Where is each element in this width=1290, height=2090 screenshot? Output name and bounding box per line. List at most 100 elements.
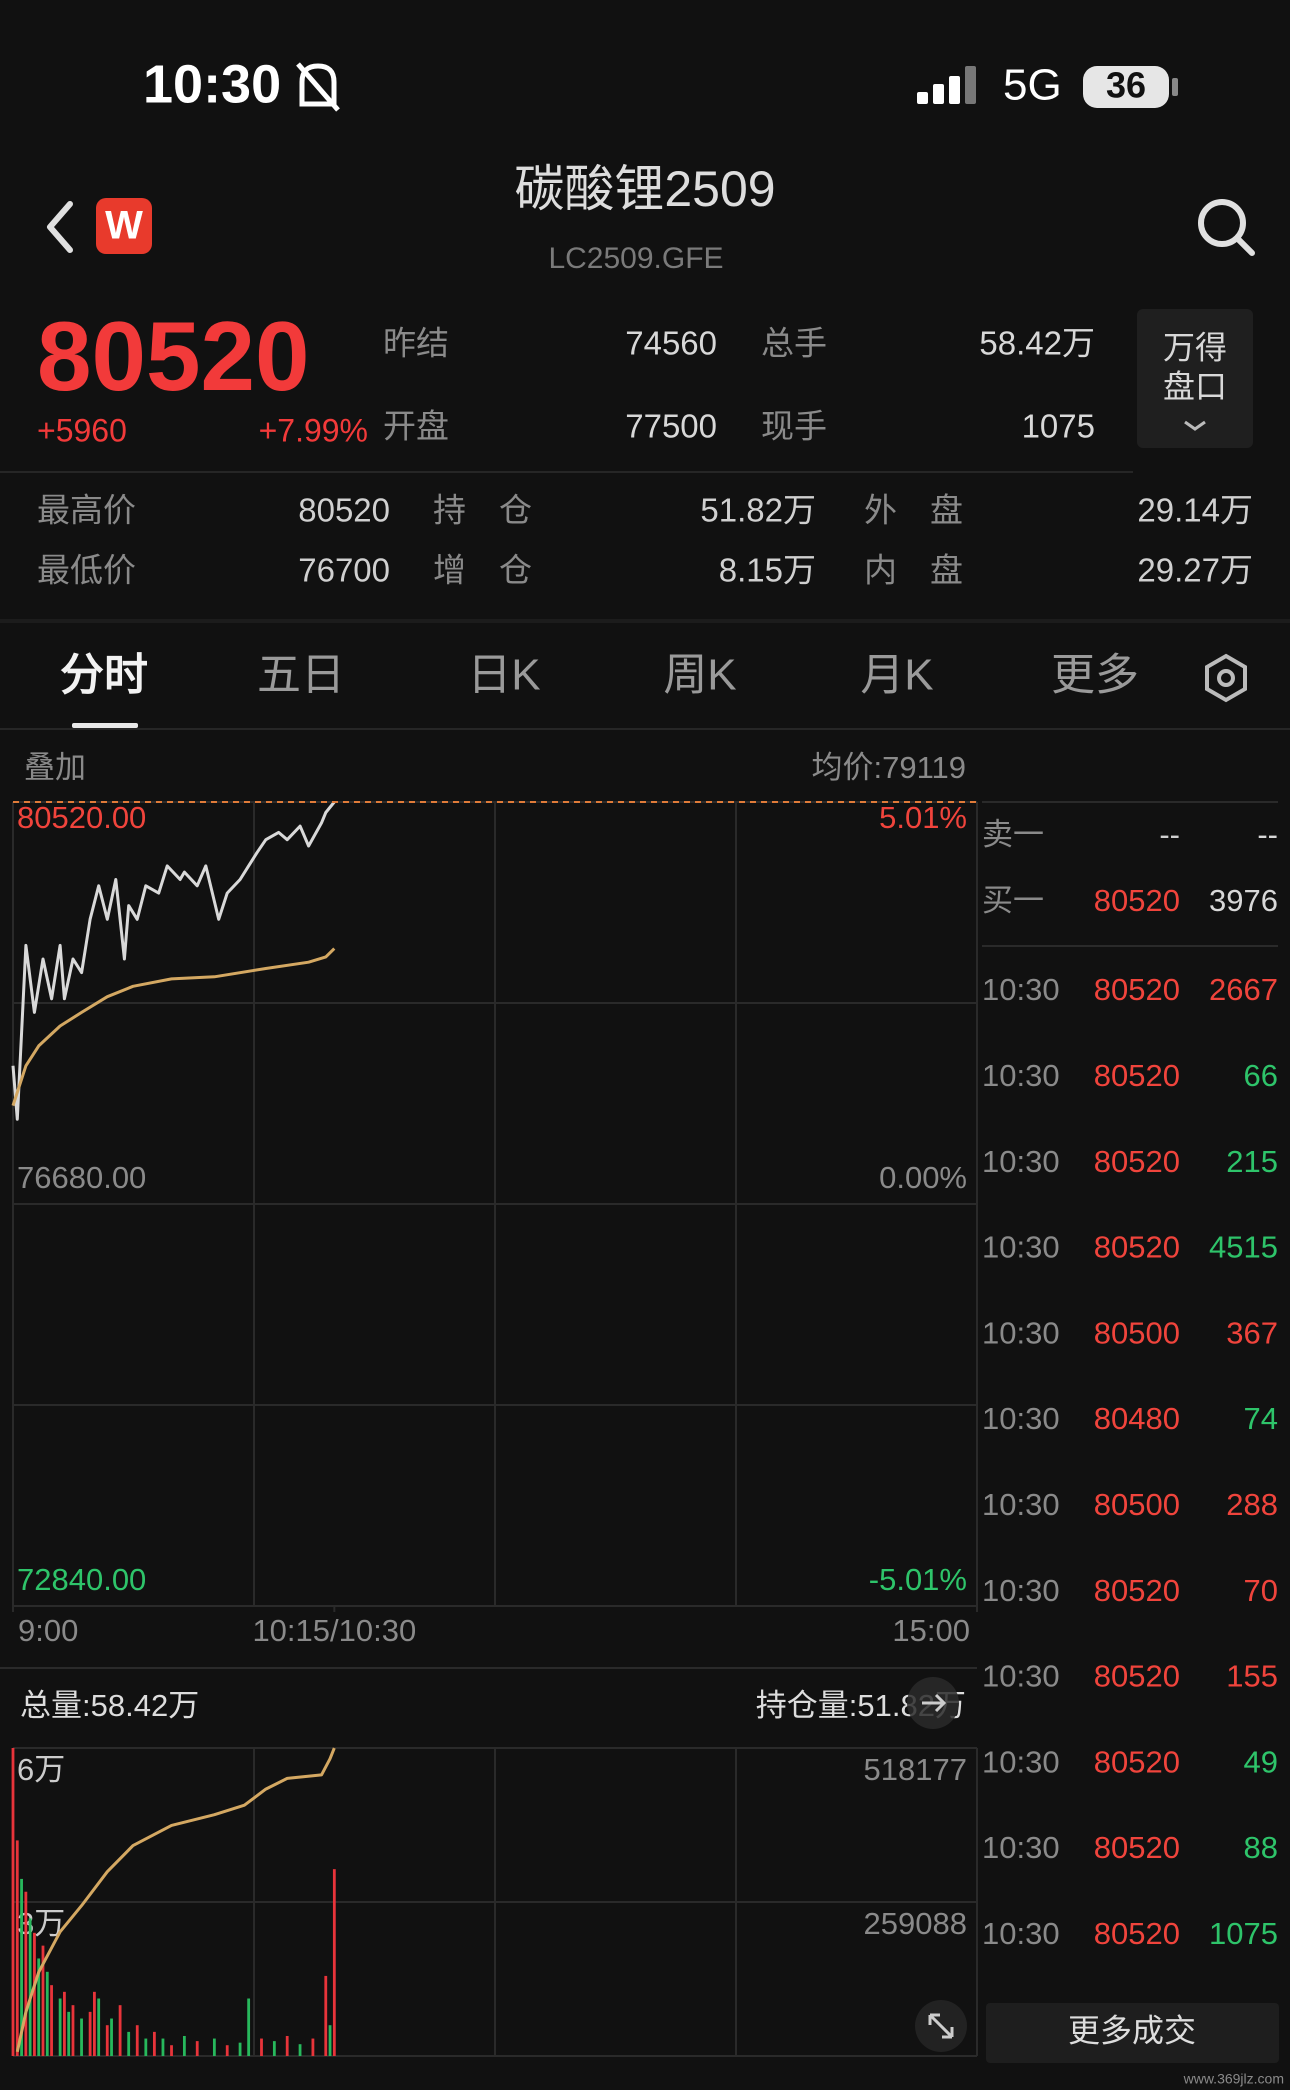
book-volume: 155: [1226, 1659, 1278, 1694]
book-price: 80520: [1094, 1830, 1180, 1865]
logo-text: W: [105, 204, 143, 248]
x-tick-label: 15:00: [892, 1613, 970, 1648]
volume-bar: [80, 2018, 83, 2056]
search-handle: [1235, 236, 1255, 256]
network-type: 5G: [1003, 61, 1062, 110]
divider: [0, 619, 1290, 623]
series-line: [15, 1747, 336, 2053]
book-volume: 215: [1226, 1144, 1278, 1179]
settings-hex: [1205, 653, 1247, 703]
stat-value: 76700: [298, 552, 390, 589]
search-button[interactable]: [1198, 199, 1255, 256]
volume-bar: [285, 2035, 289, 2056]
volume-bar: [37, 1958, 41, 2056]
settings-button[interactable]: [1205, 653, 1247, 703]
volume-bar: [247, 1998, 251, 2056]
volume-bar: [161, 2038, 165, 2056]
volume-bar: [127, 2031, 131, 2056]
chart-title[interactable]: 叠加: [24, 750, 86, 785]
fullscreen-icon[interactable]: [915, 2000, 967, 2052]
signal-bar: [949, 76, 960, 104]
book-volume: 1075: [1209, 1916, 1278, 1951]
price-change-pct: +7.99%: [259, 412, 368, 448]
series-line: [11, 947, 336, 1107]
volume-bar: [311, 2038, 315, 2056]
price-change: +5960: [37, 412, 127, 448]
book-price: 80520: [1094, 1744, 1180, 1779]
volume-bar: [105, 2025, 109, 2056]
volume-bar: [41, 1945, 45, 2056]
field-label: 昨结: [383, 325, 449, 362]
volume-bar: [58, 1998, 62, 2056]
field-value: 77500: [625, 408, 717, 445]
volume-bar: [50, 1985, 53, 2056]
stat-label: 外 盘: [864, 492, 963, 529]
order-book: 卖一 -- -- 买一 80520 3976 10:30 80520 2667 10:30 8052…: [982, 817, 1278, 1951]
bell: [299, 63, 337, 107]
tab[interactable]: 日K: [467, 651, 540, 700]
book-label: 10:30: [982, 1401, 1060, 1436]
book-price: 80520: [1094, 1144, 1180, 1179]
volume-bar: [11, 1748, 15, 2056]
chart-subtitle: 均价:79119: [811, 750, 966, 785]
book-volume: 74: [1244, 1401, 1278, 1436]
field-label: 现手: [761, 408, 827, 445]
x-tick-label: 9:00: [18, 1613, 78, 1648]
panel-button[interactable]: [1137, 309, 1253, 448]
search-lens: [1198, 199, 1246, 247]
stat-value: 29.27万: [1137, 552, 1253, 589]
chart-frame: [0, 802, 978, 2057]
book-label: 10:30: [982, 1058, 1060, 1093]
tab[interactable]: 月K: [860, 651, 933, 700]
book-volume: 367: [1226, 1315, 1278, 1350]
field-label: 开盘: [383, 408, 449, 445]
y2-tick-label: 518177: [864, 1752, 967, 1787]
tab[interactable]: 分时: [60, 651, 148, 700]
battery: [1083, 66, 1169, 108]
book-label: 10:30: [982, 1744, 1060, 1779]
more-trades-button[interactable]: [986, 2003, 1279, 2063]
volume-bar: [110, 2018, 113, 2056]
stat-value: 51.82万: [700, 492, 816, 529]
battery-cap: [1172, 78, 1178, 96]
logo: [96, 198, 152, 254]
back-button[interactable]: [47, 201, 73, 253]
series-line: [11, 801, 336, 1121]
y-tick-label: 80520.00: [17, 800, 146, 835]
book-price: 80520: [1094, 1573, 1180, 1608]
panel-button-text: 盘口: [1163, 368, 1227, 404]
tab[interactable]: 周K: [663, 651, 736, 700]
book-volume: 288: [1226, 1487, 1278, 1522]
book-price: 80500: [1094, 1487, 1180, 1522]
volume-bar: [88, 2011, 92, 2056]
tabs: 分时 五日 日K 周K 月K 更多: [60, 651, 1139, 700]
book-volume: 2667: [1209, 972, 1278, 1007]
volume-bar: [225, 2045, 229, 2056]
title: 碳酸锂2509: [514, 161, 775, 217]
icon-arrow: [922, 1693, 947, 1713]
y2-tick-label: 0.00%: [879, 1160, 967, 1195]
book-price: 80520: [1094, 1659, 1180, 1694]
y-tick-label: 6万: [17, 1752, 65, 1787]
book-volume: 4515: [1209, 1230, 1278, 1265]
book-price: 80520: [1094, 1058, 1180, 1093]
expand-icon[interactable]: [907, 1677, 959, 1729]
code: LC2509.GFE: [548, 242, 723, 275]
chart-title: 总量:58.42万: [20, 1688, 199, 1723]
y2-tick-label: -5.01%: [869, 1562, 967, 1597]
volume-bar: [298, 2044, 302, 2056]
volume-bar: [28, 1918, 32, 2056]
book-label: 10:30: [982, 1830, 1060, 1865]
book-label: 买一: [982, 883, 1044, 918]
volume-bar: [332, 1869, 336, 2056]
volume-bar: [195, 2041, 199, 2056]
battery-level: 36: [1106, 65, 1146, 106]
tab[interactable]: 更多: [1051, 651, 1139, 700]
stat-label: 持 仓: [433, 492, 532, 529]
volume-bar: [93, 1991, 96, 2056]
tab[interactable]: 五日: [257, 651, 345, 700]
mute-slash: [296, 62, 340, 112]
book-volume: 70: [1244, 1573, 1278, 1608]
